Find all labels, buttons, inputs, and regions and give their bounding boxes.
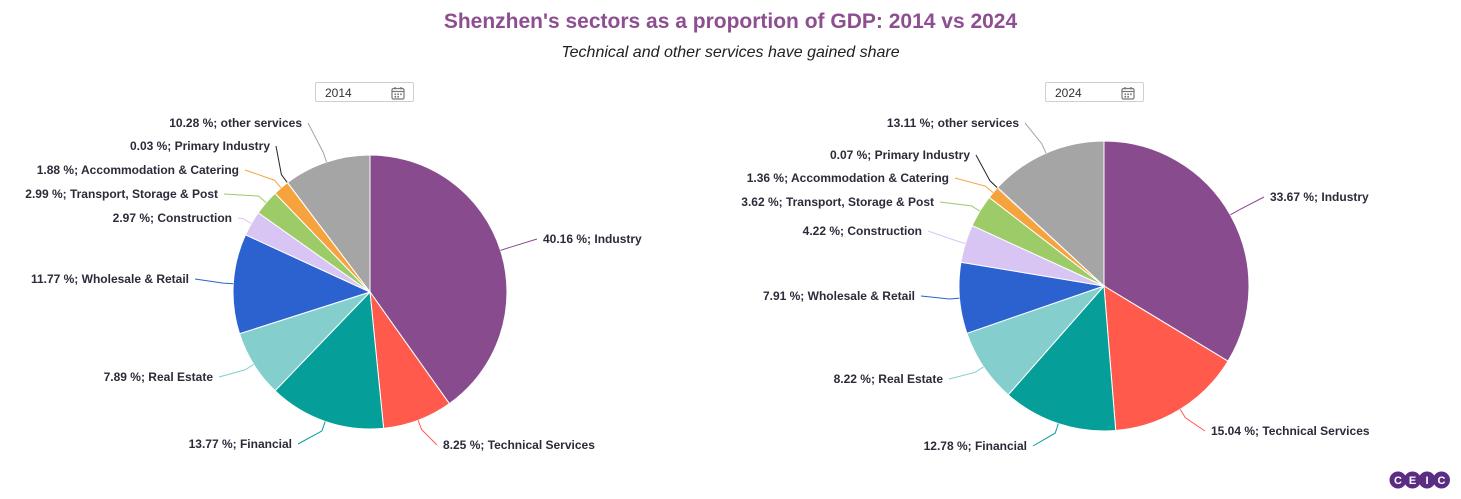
pie-chart-2014: 40.16 %; Industry 8.25 %; Technical Servi… bbox=[25, 116, 642, 452]
data-label: 2.97 %; Construction bbox=[113, 211, 232, 225]
logo-letter: C bbox=[1438, 475, 1446, 487]
data-label: 4.22 %; Construction bbox=[803, 224, 922, 238]
leader-line bbox=[1230, 196, 1265, 216]
leader-line bbox=[307, 122, 327, 163]
logo-dot bbox=[1433, 471, 1450, 489]
leader-line bbox=[275, 145, 288, 183]
chart-title: Shenzhen's sectors as a proportion of GD… bbox=[443, 10, 1018, 33]
data-label: 7.91 %; Wholesale & Retail bbox=[763, 289, 915, 303]
data-label: 33.67 %; Industry bbox=[1270, 190, 1369, 204]
leader-line bbox=[417, 420, 438, 446]
leader-line bbox=[939, 201, 981, 212]
data-label: 1.36 %; Accommodation & Catering bbox=[747, 171, 949, 185]
leader-line bbox=[920, 295, 960, 300]
pie-slice-wholesale-retail[interactable] bbox=[232, 234, 372, 335]
leader-line bbox=[244, 169, 282, 189]
leader-line bbox=[194, 278, 234, 285]
data-label: 1.88 %; Accommodation & Catering bbox=[37, 163, 239, 177]
leader-line bbox=[927, 230, 966, 245]
leader-line bbox=[948, 366, 984, 380]
leader-line bbox=[1179, 409, 1206, 432]
pie-slice-other-services[interactable] bbox=[286, 154, 371, 294]
year-picker-2014[interactable]: 2014 bbox=[315, 82, 414, 102]
chart-subtitle: Technical and other services have gained… bbox=[561, 44, 900, 61]
calendar-icon[interactable] bbox=[1121, 86, 1135, 100]
year-picker-2024[interactable]: 2024 bbox=[1045, 82, 1144, 102]
leader-line bbox=[1032, 423, 1059, 447]
pie-slice-industry[interactable] bbox=[369, 154, 508, 405]
data-label: 2.99 %; Transport, Storage & Post bbox=[25, 187, 218, 201]
leader-line bbox=[954, 177, 994, 193]
logo-letter: C bbox=[1394, 475, 1402, 487]
calendar-icon[interactable] bbox=[391, 86, 405, 100]
data-label: 0.07 %; Primary Industry bbox=[830, 148, 970, 162]
data-label: 7.89 %; Real Estate bbox=[104, 370, 214, 384]
data-label: 8.25 %; Technical Services bbox=[443, 438, 595, 452]
leader-line bbox=[237, 217, 252, 224]
year-picker-value: 2014 bbox=[325, 86, 352, 100]
leader-line bbox=[223, 193, 267, 203]
data-label: 12.78 %; Financial bbox=[924, 439, 1027, 453]
data-label: 13.11 %; other services bbox=[887, 116, 1019, 130]
logo-dot bbox=[1404, 471, 1421, 489]
leader-line bbox=[297, 421, 326, 445]
leader-line bbox=[218, 364, 254, 378]
logo-dot bbox=[1389, 471, 1407, 489]
leader-line bbox=[1024, 122, 1047, 154]
year-picker-value: 2024 bbox=[1055, 86, 1082, 100]
logo-letter: I bbox=[1425, 475, 1428, 487]
data-label: 8.22 %; Real Estate bbox=[834, 372, 944, 386]
leader-line bbox=[975, 154, 998, 189]
pie-slice-financial[interactable] bbox=[274, 290, 385, 430]
pie-slice-other-services[interactable] bbox=[996, 140, 1105, 288]
data-label: 3.62 %; Transport, Storage & Post bbox=[741, 195, 934, 209]
pie-slice-financial[interactable] bbox=[1007, 284, 1117, 432]
logo-letter: E bbox=[1409, 475, 1416, 487]
data-label: 15.04 %; Technical Services bbox=[1211, 424, 1370, 438]
data-label: 10.28 %; other services bbox=[169, 116, 302, 130]
pie-slice-technical-services[interactable] bbox=[1103, 285, 1229, 432]
pie-chart-2024: 33.67 %; Industry 15.04 %; Technical Serv… bbox=[741, 116, 1370, 453]
data-label: 40.16 %; Industry bbox=[543, 232, 642, 246]
data-label: 13.77 %; Financial bbox=[189, 437, 292, 451]
pie-slice-industry[interactable] bbox=[1103, 140, 1250, 362]
data-label: 11.77 %; Wholesale & Retail bbox=[31, 272, 189, 286]
logo-dot bbox=[1418, 471, 1436, 489]
leader-line bbox=[500, 238, 538, 251]
data-label: 0.03 %; Primary Industry bbox=[130, 139, 270, 153]
